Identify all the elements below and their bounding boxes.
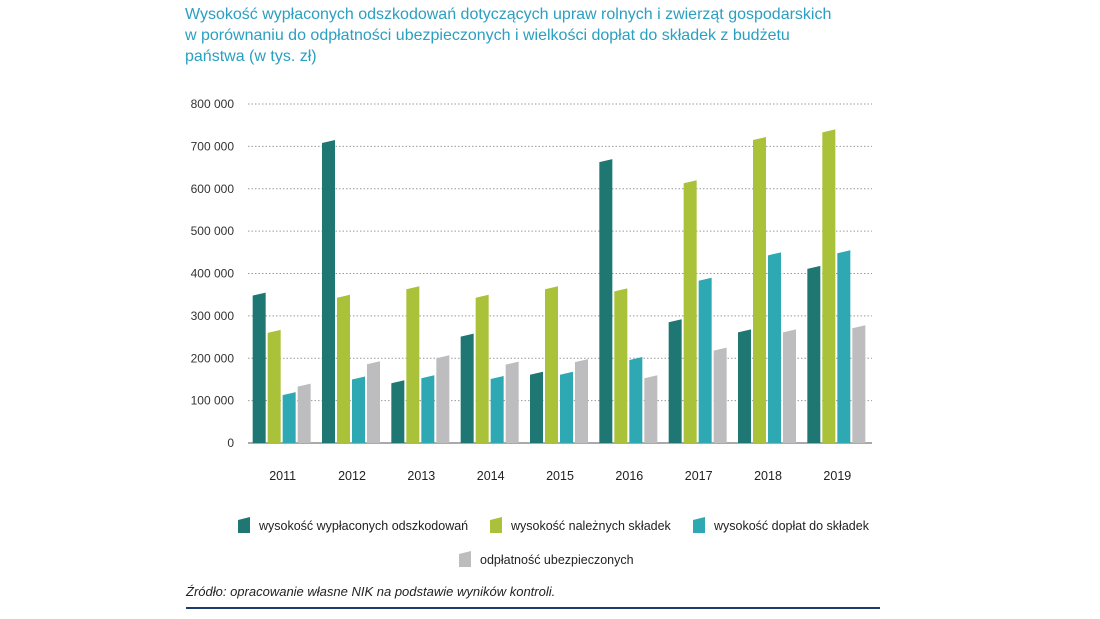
bar	[575, 359, 588, 443]
bar	[505, 361, 519, 443]
y-tick-label: 500 000	[191, 224, 235, 238]
y-tick-label: 0	[227, 436, 234, 450]
y-tick-label: 700 000	[191, 139, 235, 153]
legend-swatch	[693, 517, 705, 533]
legend-swatch	[238, 517, 250, 533]
chart-title-line-1: Wysokość wypłaconych odszkodowań dotyczą…	[185, 6, 832, 23]
bar	[352, 376, 365, 443]
bar	[683, 180, 697, 443]
bar	[713, 347, 727, 443]
bar	[530, 371, 543, 443]
legend-swatch	[459, 551, 471, 567]
bar	[297, 383, 311, 443]
y-tick-label: 100 000	[191, 394, 235, 408]
bar	[807, 265, 821, 443]
x-tick-label: 2019	[823, 469, 851, 483]
x-tick-label: 2017	[685, 469, 713, 483]
bar	[614, 288, 628, 443]
bottom-rule	[186, 607, 880, 609]
y-tick-label: 200 000	[191, 351, 235, 365]
chart-title: Wysokość wypłaconych odszkodowań dotyczą…	[185, 4, 905, 67]
bar	[282, 392, 296, 443]
bar-chart: 0 100 000 200 000 300 000 400 000 500 000 600 …	[191, 97, 872, 567]
bar	[560, 371, 573, 443]
y-tick-label: 400 000	[191, 267, 235, 281]
chart-title-line-2: w porównaniu do odpłatności ubezpieczony…	[185, 27, 790, 44]
x-tick-label: 2018	[754, 469, 782, 483]
bar	[599, 159, 613, 443]
bar	[837, 250, 851, 443]
x-tick-label: 2011	[269, 469, 296, 483]
bar	[644, 375, 658, 443]
y-tick-label: 800 000	[191, 97, 235, 111]
x-tick-label: 2014	[477, 469, 505, 483]
bar	[852, 325, 866, 443]
bar	[436, 355, 450, 443]
x-tick-label: 2013	[407, 469, 435, 483]
legend-label: wysokość dopłat do składek	[713, 519, 870, 533]
bar	[822, 129, 836, 444]
bar	[406, 286, 420, 443]
bar	[545, 286, 558, 443]
bar	[460, 333, 474, 443]
legend-swatch	[490, 517, 502, 533]
bar	[768, 252, 781, 443]
bar	[267, 329, 281, 443]
y-tick-label: 300 000	[191, 309, 235, 323]
bar	[322, 140, 335, 444]
bar	[252, 292, 266, 443]
x-tick-label: 2016	[615, 469, 643, 483]
bar	[421, 375, 435, 443]
legend-label: wysokość wypłaconych odszkodowań	[258, 519, 468, 533]
y-tick-label: 600 000	[191, 182, 235, 196]
bar	[490, 376, 504, 443]
bar	[753, 137, 766, 444]
source-note: Źródło: opracowanie własne NIK na podsta…	[186, 584, 556, 599]
legend-label: odpłatność ubezpieczonych	[480, 553, 634, 567]
bar	[391, 380, 405, 443]
bar	[668, 319, 682, 443]
x-tick-label: 2015	[546, 469, 574, 483]
bar	[698, 277, 712, 443]
legend-label: wysokość należnych składek	[510, 519, 672, 533]
chart-title-line-3: państwa (w tys. zł)	[185, 48, 317, 65]
bar	[629, 356, 643, 443]
bar	[475, 294, 489, 443]
bar	[783, 329, 796, 443]
bar	[738, 329, 751, 443]
bar	[367, 361, 380, 443]
x-tick-label: 2012	[338, 469, 366, 483]
bar	[337, 294, 350, 443]
